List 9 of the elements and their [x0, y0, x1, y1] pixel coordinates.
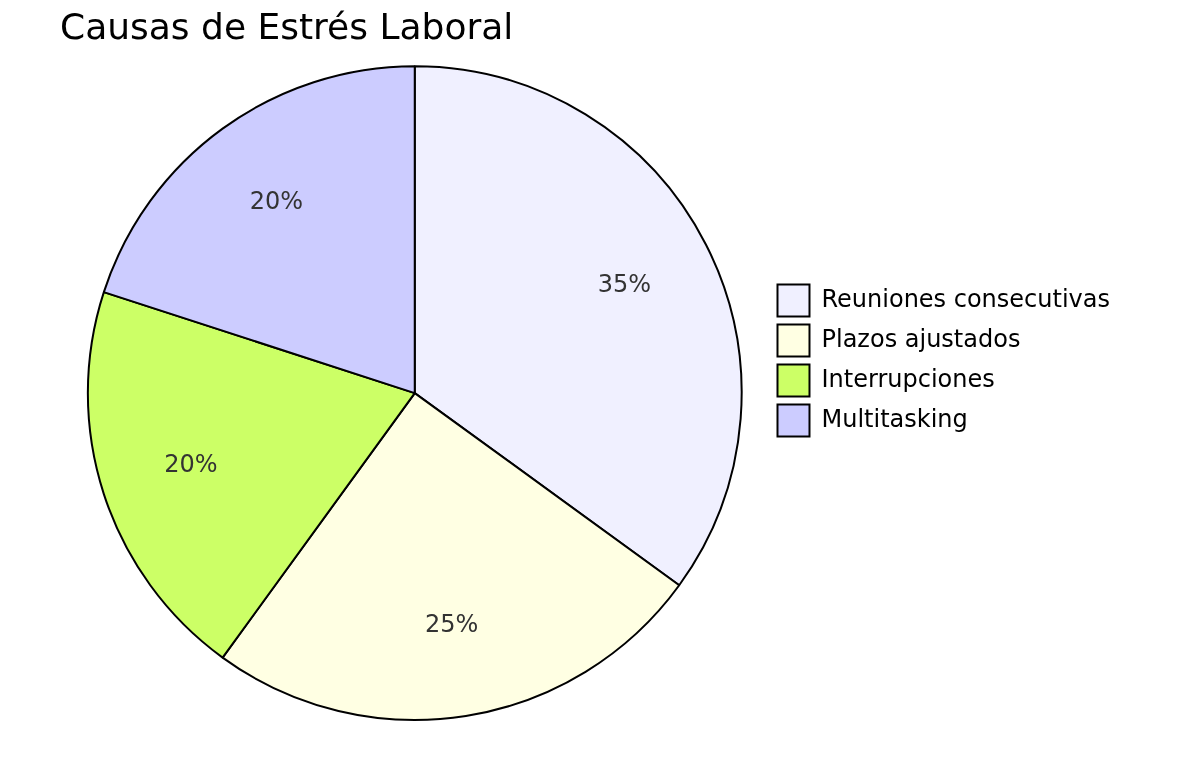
legend-label: Interrupciones	[821, 364, 995, 393]
data-label: 20%	[249, 186, 304, 215]
legend-label: Reuniones consecutivas	[821, 284, 1111, 313]
chart-title: Causas de Estrés Laboral	[60, 5, 514, 47]
legend-label: Multitasking	[821, 404, 968, 433]
data-label: 25%	[424, 609, 479, 638]
legend-label: Plazos ajustados	[821, 324, 1021, 353]
data-label: 35%	[597, 270, 652, 299]
data-label: 20%	[164, 450, 218, 479]
